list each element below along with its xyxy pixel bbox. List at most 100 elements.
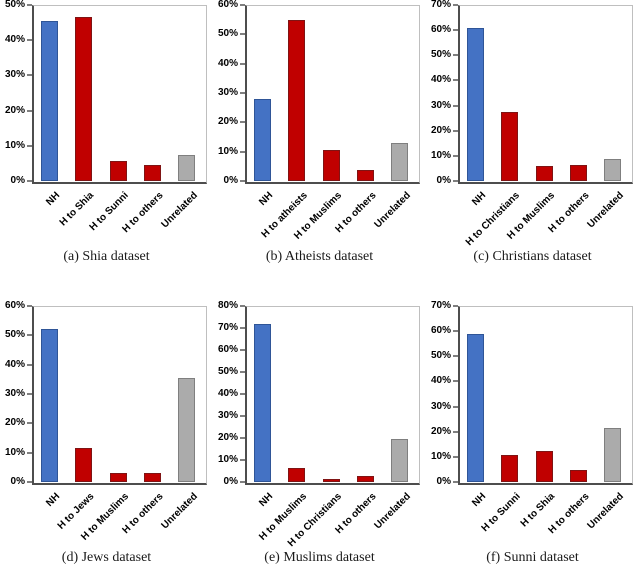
y-tick-label: 30%	[217, 87, 238, 98]
y-tick-mark	[240, 371, 245, 373]
y-tick-label: 50%	[217, 366, 238, 377]
bar-h-to-shia	[536, 451, 553, 482]
y-tick-mark	[27, 334, 32, 337]
y-tick-mark	[27, 393, 32, 395]
y-tick-mark	[240, 459, 245, 461]
y-tick-mark	[27, 109, 32, 112]
chart-panel-c: 0% 10% 20% 30% 40% 50% 60% 70% NH H to Christians…	[426, 0, 639, 285]
y-tick-mark	[240, 33, 245, 36]
y-tick-label: 50%	[430, 350, 451, 362]
x-axis-label: Unrelated	[372, 491, 413, 532]
chart-caption: (b) Atheists dataset	[265, 249, 374, 264]
y-tick-mark	[453, 154, 458, 157]
bar-h-to-others	[570, 165, 587, 181]
y-tick-mark	[27, 363, 32, 366]
y-tick-mark	[240, 150, 245, 153]
y-tick-label: 0%	[223, 175, 238, 186]
y-tick-mark	[453, 405, 458, 408]
x-axis-label: NH	[43, 190, 62, 208]
y-tick-mark	[27, 481, 32, 483]
y-tick-mark	[453, 455, 458, 458]
x-axis-label: Unrelated	[159, 190, 200, 231]
plot-area	[245, 306, 420, 485]
y-tick-mark	[240, 327, 245, 329]
bar-nh	[254, 99, 271, 181]
y-tick-mark	[453, 330, 458, 333]
plot-area	[32, 306, 207, 485]
y-tick-label: 10%	[4, 446, 25, 458]
chart-panel-f: 0% 10% 20% 30% 40% 50% 60% 70% NH H to Sunni H to …	[426, 285, 639, 571]
y-tick-mark	[453, 481, 458, 483]
y-tick-label: 70%	[430, 0, 451, 10]
y-tick-mark	[453, 4, 458, 6]
y-tick-label: 30%	[430, 400, 451, 412]
bar-h-to-christians	[501, 112, 518, 181]
y-tick-label: 60%	[217, 0, 238, 10]
y-tick-mark	[240, 481, 245, 483]
y-tick-label: 80%	[217, 300, 238, 311]
chart-caption: (f) Sunni dataset	[486, 550, 579, 565]
y-tick-label: 10%	[4, 139, 25, 151]
y-tick-label: 0%	[436, 476, 451, 487]
y-tick-mark	[453, 355, 458, 358]
y-tick-mark	[453, 305, 458, 307]
bar-nh	[254, 324, 271, 482]
plot-area	[458, 5, 633, 184]
y-tick-mark	[27, 422, 32, 425]
y-tick-label: 10%	[217, 454, 238, 465]
y-tick-label: 60%	[430, 325, 451, 337]
bar-h-to-shia	[75, 17, 92, 181]
y-tick-label: 60%	[4, 300, 25, 311]
y-tick-mark	[240, 92, 245, 94]
bar-unrelated	[604, 159, 621, 181]
bar-h-to-others	[144, 165, 161, 181]
bar-h-to-others	[570, 470, 587, 482]
y-tick-label: 0%	[436, 175, 451, 186]
bar-nh	[41, 329, 58, 482]
bar-h-to-sunni	[501, 455, 518, 482]
bar-h-to-christians	[323, 479, 340, 482]
chart-caption: (d) Jews dataset	[61, 550, 152, 565]
y-tick-label: 20%	[217, 432, 238, 443]
y-tick-mark	[453, 430, 458, 433]
y-tick-mark	[453, 180, 458, 182]
y-tick-label: 40%	[430, 74, 451, 86]
y-tick-label: 60%	[430, 24, 451, 36]
chart-caption: (c) Christians dataset	[473, 249, 592, 264]
y-tick-label: 0%	[10, 476, 25, 487]
y-tick-mark	[240, 4, 245, 6]
y-tick-label: 70%	[217, 322, 238, 333]
y-tick-mark	[27, 4, 32, 6]
x-axis-label: NH	[256, 190, 275, 208]
y-tick-label: 10%	[430, 450, 451, 462]
y-tick-mark	[27, 305, 32, 307]
chart-caption: (e) Muslims dataset	[264, 550, 375, 565]
x-axis-label: NH	[256, 491, 275, 509]
y-tick-label: 20%	[430, 425, 451, 437]
chart-panel-d: 0% 10% 20% 30% 40% 50% 60% NH H to Jews H to Musl…	[0, 285, 213, 571]
y-tick-label: 60%	[217, 344, 238, 355]
y-tick-label: 0%	[10, 175, 25, 186]
y-tick-mark	[240, 393, 245, 395]
y-tick-label: 10%	[430, 149, 451, 161]
y-tick-label: 50%	[430, 49, 451, 61]
x-axis-label: Unrelated	[585, 190, 626, 231]
chart-panel-b: 0% 10% 20% 30% 40% 50% 60% NH H to atheists H to …	[213, 0, 426, 285]
y-tick-mark	[453, 79, 458, 82]
bar-unrelated	[178, 378, 195, 482]
bar-unrelated	[178, 155, 195, 181]
x-axis-label: Unrelated	[159, 491, 200, 532]
x-axis-label: Unrelated	[372, 190, 413, 231]
y-tick-mark	[27, 451, 32, 454]
bar-unrelated	[391, 143, 408, 181]
bar-h-to-muslims	[288, 468, 305, 482]
y-tick-label: 0%	[223, 476, 238, 487]
y-tick-label: 30%	[430, 99, 451, 111]
y-tick-mark	[240, 349, 245, 351]
y-tick-label: 20%	[4, 417, 25, 429]
bar-h-to-others	[357, 170, 374, 181]
y-tick-mark	[453, 104, 458, 107]
y-tick-label: 40%	[430, 375, 451, 387]
plot-area	[32, 5, 207, 184]
